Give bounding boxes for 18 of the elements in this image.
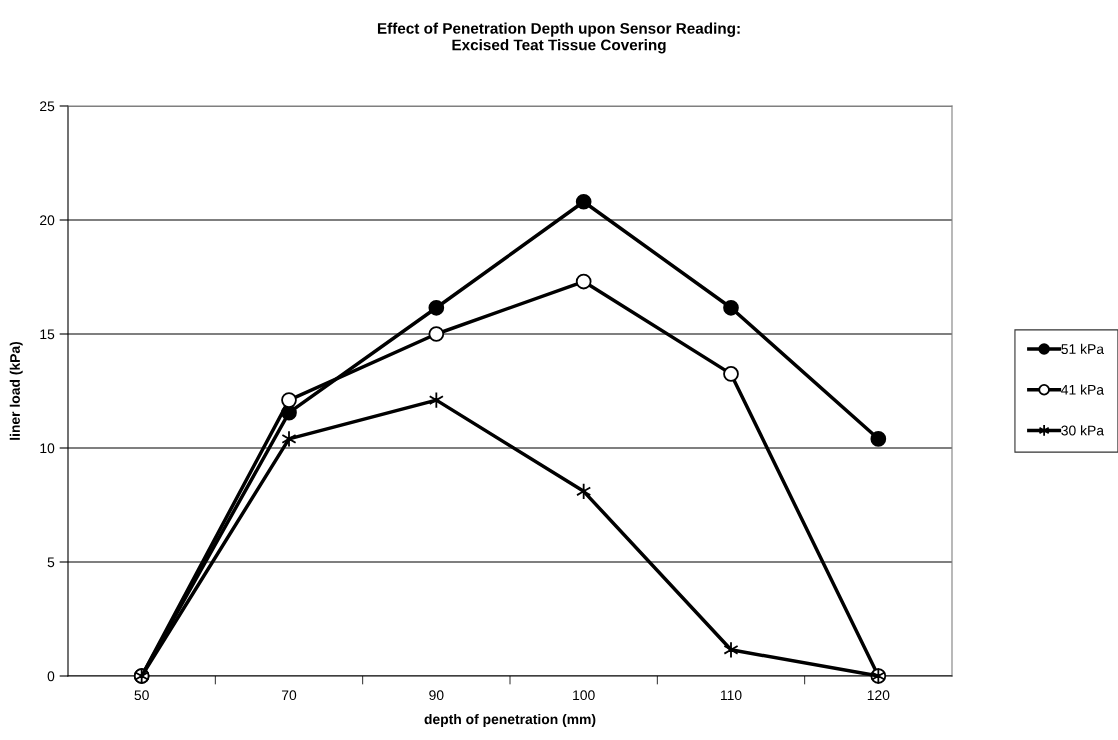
y-tick-label: 20 <box>40 215 55 226</box>
y-tick-label: 5 <box>47 557 55 568</box>
x-axis-title: depth of penetration (mm) <box>424 713 596 727</box>
y-tick-label: 15 <box>40 329 55 340</box>
x-tick-label: 90 <box>429 690 444 701</box>
x-tick-label: 50 <box>134 690 149 701</box>
x-tick-label: 110 <box>720 690 742 701</box>
legend-label: 51 kPa <box>1061 343 1105 354</box>
x-tick-label: 100 <box>573 690 595 701</box>
y-tick-label: 25 <box>40 101 55 112</box>
legend-label: 30 kPa <box>1061 425 1105 436</box>
chart-title: Effect of Penetration Depth upon Sensor Reading: Excised Teat Tissue Covering <box>377 22 740 54</box>
y-axis-title: liner load (kPa) <box>9 341 23 440</box>
y-tick-label: 10 <box>40 443 55 454</box>
x-tick-label: 70 <box>281 690 297 701</box>
y-tick-label: 0 <box>47 671 55 682</box>
x-tick-label: 120 <box>867 690 890 701</box>
legend-label: 41 kPa <box>1061 384 1105 395</box>
